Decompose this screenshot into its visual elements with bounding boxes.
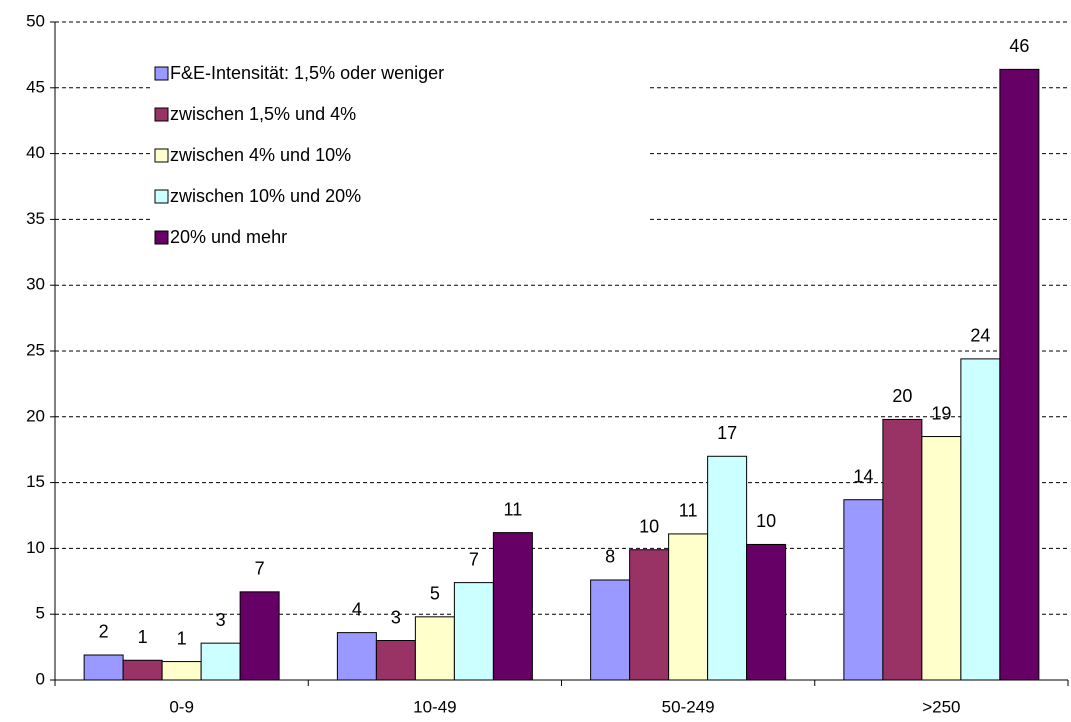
legend-swatch (154, 66, 169, 81)
legend-label: zwischen 1,5% und 4% (170, 104, 356, 124)
bar (707, 455, 748, 681)
bar (746, 543, 787, 681)
y-tick-label: 15 (26, 472, 45, 491)
bar (122, 659, 163, 681)
y-tick-label: 50 (26, 11, 45, 30)
x-tick-label: 0-9 (169, 697, 194, 716)
value-label: 7 (255, 559, 265, 579)
bar (668, 533, 709, 681)
bar (83, 654, 124, 681)
x-tick-label: 10-49 (413, 697, 456, 716)
bar (590, 579, 631, 681)
y-tick-label: 5 (36, 604, 45, 623)
value-label: 17 (717, 423, 737, 443)
legend-swatch (154, 230, 169, 245)
legend-label: zwischen 10% und 20% (170, 186, 361, 206)
y-tick-label: 40 (26, 143, 45, 162)
value-label: 1 (138, 627, 148, 647)
bar (375, 640, 416, 681)
value-label: 20 (892, 386, 912, 406)
value-label: 24 (970, 326, 990, 346)
value-label: 3 (391, 607, 401, 627)
value-label: 11 (504, 499, 523, 519)
value-label: 1 (177, 628, 187, 648)
bar (882, 418, 923, 681)
legend-box (150, 50, 650, 255)
bar (492, 532, 533, 681)
bar (239, 591, 280, 681)
legend-label: 20% und mehr (170, 227, 287, 247)
x-tick-label: 50-249 (662, 697, 715, 716)
value-label: 11 (679, 501, 698, 521)
bar (200, 642, 241, 681)
bar (843, 499, 884, 681)
bar (336, 632, 377, 681)
y-tick-label: 35 (26, 209, 45, 228)
value-label: 10 (639, 516, 659, 536)
legend-swatch (154, 107, 169, 122)
y-tick-label: 10 (26, 538, 45, 557)
y-tick-label: 30 (26, 275, 45, 294)
value-label: 5 (430, 584, 440, 604)
value-label: 7 (469, 549, 479, 569)
legend-swatch (154, 189, 169, 204)
legend-swatch (154, 148, 169, 163)
bar (453, 582, 494, 681)
bar (414, 616, 455, 681)
y-tick-label: 20 (26, 406, 45, 425)
value-label: 8 (605, 547, 615, 567)
y-tick-label: 45 (26, 77, 45, 96)
bar (960, 358, 1001, 681)
bar (629, 549, 670, 681)
value-label: 2 (99, 622, 109, 642)
value-label: 3 (216, 610, 226, 630)
x-tick-label: >250 (922, 697, 960, 716)
y-tick-label: 25 (26, 340, 45, 359)
bar (999, 68, 1040, 681)
bar (161, 661, 202, 681)
value-label: 19 (931, 403, 951, 423)
value-label: 4 (352, 599, 362, 619)
legend-label: F&E-Intensität: 1,5% oder weniger (170, 63, 444, 83)
y-tick-label: 0 (36, 669, 45, 688)
value-label: 46 (1009, 36, 1029, 56)
legend-label: zwischen 4% und 10% (170, 145, 351, 165)
bar (921, 436, 962, 681)
value-label: 14 (853, 466, 873, 486)
value-label: 10 (756, 511, 776, 531)
